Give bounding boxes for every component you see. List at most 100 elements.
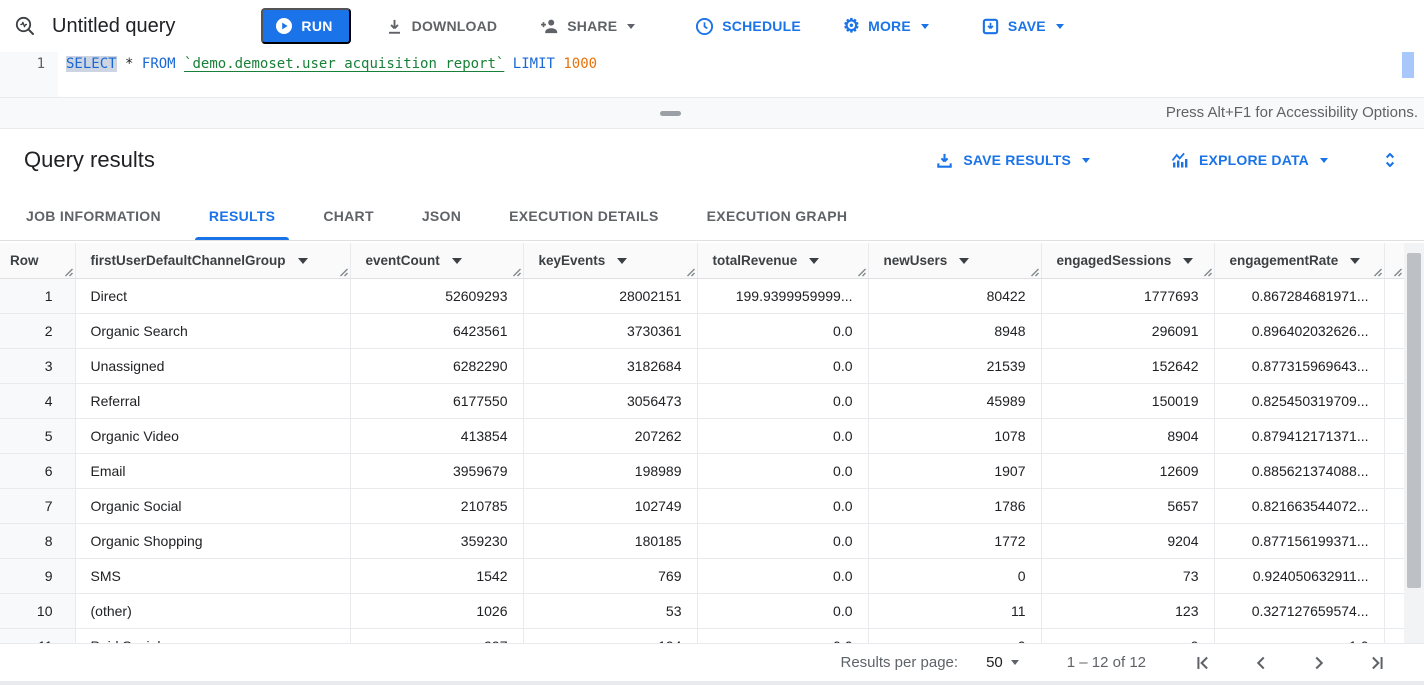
column-header-engagedsessions[interactable]: engagedSessions xyxy=(1041,243,1215,279)
table-cell: 0.896402032626... xyxy=(1214,313,1385,349)
chevron-down-icon xyxy=(627,23,636,29)
run-button[interactable]: RUN xyxy=(261,8,351,44)
splitter-drag-handle[interactable] xyxy=(660,111,681,116)
column-header-newusers[interactable]: newUsers xyxy=(868,243,1042,279)
sort-caret-icon[interactable] xyxy=(959,258,970,265)
row-number-cell: 5 xyxy=(0,418,76,454)
column-resize-handle[interactable] xyxy=(338,266,349,277)
table-cell: 1542 xyxy=(350,558,524,594)
table-cell: 0.0 xyxy=(697,453,869,489)
spacer-cell xyxy=(1384,523,1404,559)
page-size-select[interactable]: 50 xyxy=(986,654,1019,671)
table-cell: 1078 xyxy=(868,418,1042,454)
column-header-row[interactable]: Row xyxy=(0,243,76,279)
table-cell: 21539 xyxy=(868,348,1042,384)
results-tab[interactable]: JOB INFORMATION xyxy=(2,191,185,240)
sql-token[interactable]: `demo.demoset.user_acquisition_report` xyxy=(184,56,505,72)
results-tab[interactable]: EXECUTION GRAPH xyxy=(683,191,872,240)
sort-caret-icon[interactable] xyxy=(809,258,820,265)
table-cell: 5657 xyxy=(1041,488,1215,524)
column-header-eventcount[interactable]: eventCount xyxy=(350,243,524,279)
tab-label: EXECUTION DETAILS xyxy=(509,207,659,224)
sql-token xyxy=(133,56,141,72)
column-header-firstuserdefaultchannelgroup[interactable]: firstUserDefaultChannelGroup xyxy=(75,243,351,279)
table-scrollbar[interactable] xyxy=(1404,243,1424,643)
table-cell: 1907 xyxy=(868,453,1042,489)
column-resize-handle[interactable] xyxy=(1202,266,1213,277)
sql-editor[interactable]: 1 SELECT * FROM `demo.demoset.user_acqui… xyxy=(0,52,1424,97)
download-button[interactable]: DOWNLOAD xyxy=(375,9,508,44)
table-cell: 3959679 xyxy=(350,453,524,489)
explore-data-label: EXPLORE DATA xyxy=(1199,152,1309,168)
column-resize-handle[interactable] xyxy=(1029,266,1040,277)
table-cell: 296091 xyxy=(1041,313,1215,349)
save-button[interactable]: SAVE xyxy=(971,9,1074,44)
table-cell: 0.885621374088... xyxy=(1214,453,1385,489)
table-row: 8 Organic Shopping 359230 180185 0.0 1772 9204… xyxy=(0,523,1404,559)
first-page-icon[interactable] xyxy=(1188,648,1218,678)
row-number-cell: 7 xyxy=(0,488,76,524)
more-label: MORE xyxy=(868,18,911,34)
results-tab[interactable]: RESULTS xyxy=(185,191,299,240)
page-size-value: 50 xyxy=(986,654,1003,671)
more-button[interactable]: ⚙ MORE xyxy=(833,9,939,44)
results-tab[interactable]: JSON xyxy=(398,191,485,240)
column-header-engagementrate[interactable]: engagementRate xyxy=(1214,243,1385,279)
chevron-right-icon[interactable] xyxy=(1304,648,1334,678)
chart-icon xyxy=(1170,150,1190,170)
share-button[interactable]: SHARE xyxy=(529,8,645,44)
table-cell: 0 xyxy=(868,558,1042,594)
column-resize-handle[interactable] xyxy=(63,266,74,277)
table-row: 9 SMS 1542 769 0.0 0 73 0.924050632911... xyxy=(0,558,1404,594)
column-resize-handle[interactable] xyxy=(511,266,522,277)
sort-caret-icon[interactable] xyxy=(297,258,308,265)
sort-caret-icon[interactable] xyxy=(617,258,628,265)
table-cell: 73 xyxy=(1041,558,1215,594)
table-cell: SMS xyxy=(75,558,351,594)
explore-data-button[interactable]: EXPLORE DATA xyxy=(1160,142,1338,178)
pagination-controls xyxy=(1174,648,1406,678)
spacer-cell xyxy=(1384,453,1404,489)
table-cell: 0.0 xyxy=(697,523,869,559)
row-number-cell: 11 xyxy=(0,628,76,643)
results-tab[interactable]: EXECUTION DETAILS xyxy=(485,191,683,240)
chevron-down-icon xyxy=(1010,660,1019,665)
save-label: SAVE xyxy=(1007,18,1046,34)
results-tab[interactable]: CHART xyxy=(299,191,398,240)
schedule-button[interactable]: SCHEDULE xyxy=(685,9,811,44)
table-cell: Email xyxy=(75,453,351,489)
column-header-totalrevenue[interactable]: totalRevenue xyxy=(697,243,869,279)
column-header-keyevents[interactable]: keyEvents xyxy=(523,243,698,279)
column-resize-handle[interactable] xyxy=(1392,266,1403,277)
editor-scrollbar[interactable] xyxy=(1402,52,1414,78)
table-row: 2 Organic Search 6423561 3730361 0.0 8948 2960… xyxy=(0,313,1404,349)
table-scrollbar-thumb[interactable] xyxy=(1407,253,1421,588)
sql-code-line[interactable]: SELECT * FROM `demo.demoset.user_acquisi… xyxy=(66,56,597,72)
sort-caret-icon[interactable] xyxy=(451,258,462,265)
save-results-button[interactable]: SAVE RESULTS xyxy=(925,143,1100,178)
table-cell: 9 xyxy=(1041,628,1215,643)
query-magnifier-icon xyxy=(14,15,36,37)
row-number-cell: 6 xyxy=(0,453,76,489)
last-page-icon[interactable] xyxy=(1362,648,1392,678)
bottom-edge xyxy=(0,681,1424,685)
column-resize-handle[interactable] xyxy=(856,266,867,277)
table-cell: 0.0 xyxy=(697,558,869,594)
run-button-label: RUN xyxy=(301,18,333,34)
sort-caret-icon[interactable] xyxy=(1183,258,1194,265)
sort-caret-icon[interactable] xyxy=(1350,258,1361,265)
table-cell: 769 xyxy=(523,558,698,594)
table-cell: 0.0 xyxy=(697,488,869,524)
sql-token: 1000 xyxy=(563,56,598,72)
column-resize-handle[interactable] xyxy=(1372,266,1383,277)
table-cell: 6423561 xyxy=(350,313,524,349)
chevron-left-icon[interactable] xyxy=(1246,648,1276,678)
column-label: engagedSessions xyxy=(1056,252,1172,268)
accessibility-hint: Press Alt+F1 for Accessibility Options. xyxy=(1165,104,1418,121)
table-cell: 52609293 xyxy=(350,278,524,314)
column-resize-handle[interactable] xyxy=(685,266,696,277)
table-cell: Organic Social xyxy=(75,488,351,524)
table-cell: 0.0 xyxy=(697,418,869,454)
unfold-icon[interactable] xyxy=(1374,144,1406,176)
sql-token: * xyxy=(125,56,134,72)
